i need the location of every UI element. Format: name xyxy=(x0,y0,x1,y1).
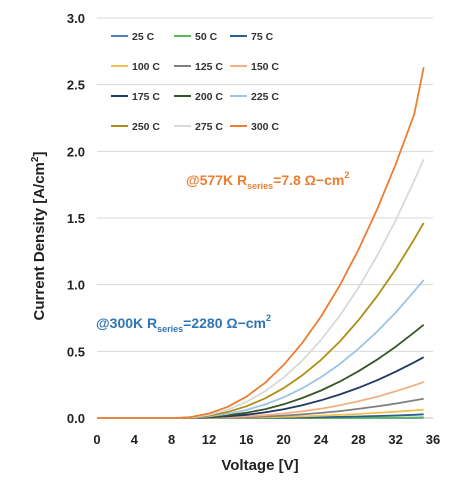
tick-labels: 0.0 0.5 1.0 1.5 2.0 2.5 3.0 0 4 8 12 16 20 24 28 32 36 xyxy=(67,11,440,447)
y-tick-label: 1.5 xyxy=(67,211,85,226)
legend: 25 C 50 C 75 C 100 C 125 C 150 C 175 C 200 C 225… xyxy=(111,31,279,133)
y-tick-label: 1.0 xyxy=(67,278,85,293)
grid xyxy=(97,17,433,352)
y-tick-label: 3.0 xyxy=(67,11,85,26)
legend-label: 25 C xyxy=(132,31,155,43)
legend-label: 250 C xyxy=(132,121,160,133)
series-line-275c xyxy=(97,158,425,419)
annotation-300k-post: =2280 Ω−cm xyxy=(183,315,266,331)
x-tick-label: 24 xyxy=(314,432,329,447)
y-axis-title-main: Current Density [A/cm xyxy=(31,162,48,320)
legend-label: 150 C xyxy=(251,61,279,73)
annotation-577k-sup: 2 xyxy=(344,170,349,180)
annotation-577k-sub: series xyxy=(247,181,273,191)
x-tick-label: 12 xyxy=(202,432,216,447)
annotation-577k-pre: @577K R xyxy=(186,172,247,188)
legend-label: 175 C xyxy=(132,91,160,103)
annotation-300k-sub: series xyxy=(157,324,183,334)
x-tick-label: 0 xyxy=(93,432,100,447)
x-tick-label: 20 xyxy=(276,432,290,447)
legend-label: 275 C xyxy=(195,121,223,133)
y-tick-label: 0.0 xyxy=(67,411,85,426)
annotation-300k-pre: @300K R xyxy=(96,315,157,331)
series-line-175c xyxy=(97,356,425,419)
x-tick-label: 32 xyxy=(388,432,402,447)
y-axis-title-end: ] xyxy=(31,152,48,157)
y-axis-title: Current Density [A/cm2] xyxy=(30,152,48,321)
annotation-300k-sup: 2 xyxy=(266,313,271,323)
legend-label: 50 C xyxy=(195,31,218,43)
legend-label: 300 C xyxy=(251,121,279,133)
x-tick-label: 36 xyxy=(426,432,440,447)
annotation-577k-post: =7.8 Ω−cm xyxy=(273,172,344,188)
legend-label: 75 C xyxy=(251,31,274,43)
y-tick-label: 0.5 xyxy=(67,344,85,359)
y-axis-title-sup: 2 xyxy=(30,156,41,162)
series-line-200c xyxy=(97,324,425,419)
x-tick-label: 16 xyxy=(239,432,253,447)
legend-label: 125 C xyxy=(195,61,223,73)
x-tick-label: 4 xyxy=(131,432,139,447)
annotation-300k: @300K Rseries=2280 Ω−cm2 xyxy=(96,313,271,334)
series-line-300c xyxy=(97,67,425,419)
y-tick-label: 2.5 xyxy=(67,78,85,93)
annotation-577k: @577K Rseries=7.8 Ω−cm2 xyxy=(186,170,349,191)
series-lines xyxy=(97,67,425,419)
x-axis-title: Voltage [V] xyxy=(221,457,298,474)
legend-label: 225 C xyxy=(251,91,279,103)
y-tick-label: 2.0 xyxy=(67,144,85,159)
x-tick-label: 28 xyxy=(351,432,365,447)
legend-label: 100 C xyxy=(132,61,160,73)
legend-label: 200 C xyxy=(195,91,223,103)
x-tick-label: 8 xyxy=(168,432,175,447)
